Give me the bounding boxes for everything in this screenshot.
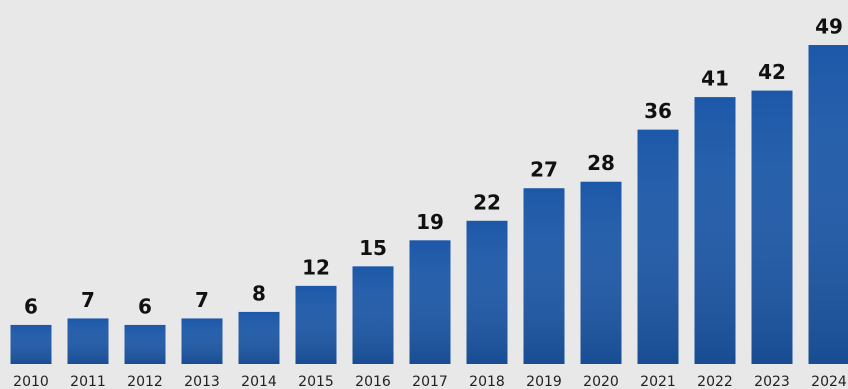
- x-tick-label: 2019: [526, 374, 562, 389]
- x-tick-label: 2021: [640, 374, 676, 389]
- value-label: 22: [473, 190, 501, 214]
- x-tick-label: 2014: [241, 374, 277, 389]
- bar: [295, 285, 337, 364]
- value-label: 36: [644, 99, 672, 123]
- value-label: 41: [701, 67, 729, 91]
- value-label: 42: [758, 60, 786, 84]
- x-tick-label: 2018: [469, 374, 505, 389]
- value-label: 6: [24, 294, 38, 318]
- x-tick-label: 2011: [70, 374, 106, 389]
- value-label: 8: [252, 281, 266, 305]
- bar: [694, 97, 736, 364]
- value-label: 12: [302, 255, 330, 279]
- bar: [67, 318, 109, 364]
- bar: [181, 318, 223, 364]
- bar: [523, 188, 565, 364]
- value-label: 7: [195, 288, 209, 312]
- value-label: 49: [815, 15, 843, 39]
- value-label: 27: [530, 158, 558, 182]
- x-tick-label: 2020: [583, 374, 619, 389]
- x-tick-label: 2024: [811, 374, 847, 389]
- bar: [466, 220, 508, 364]
- bar: [10, 324, 52, 364]
- value-label: 19: [416, 210, 444, 234]
- bar: [580, 181, 622, 364]
- bar: [124, 324, 166, 364]
- value-label: 28: [587, 151, 615, 175]
- bar: [637, 129, 679, 364]
- value-label: 7: [81, 288, 95, 312]
- bar: [238, 311, 280, 364]
- x-tick-label: 2022: [697, 374, 733, 389]
- bar: [409, 240, 451, 364]
- bar: [751, 90, 793, 364]
- value-label: 15: [359, 236, 387, 260]
- x-tick-label: 2012: [127, 374, 163, 389]
- x-tick-label: 2010: [13, 374, 49, 389]
- x-tick-label: 2016: [355, 374, 391, 389]
- x-tick-label: 2015: [298, 374, 334, 389]
- bar: [352, 266, 394, 364]
- value-label: 6: [138, 294, 152, 318]
- x-tick-label: 2013: [184, 374, 220, 389]
- x-tick-label: 2023: [754, 374, 790, 389]
- x-tick-label: 2017: [412, 374, 448, 389]
- bar: [808, 45, 848, 364]
